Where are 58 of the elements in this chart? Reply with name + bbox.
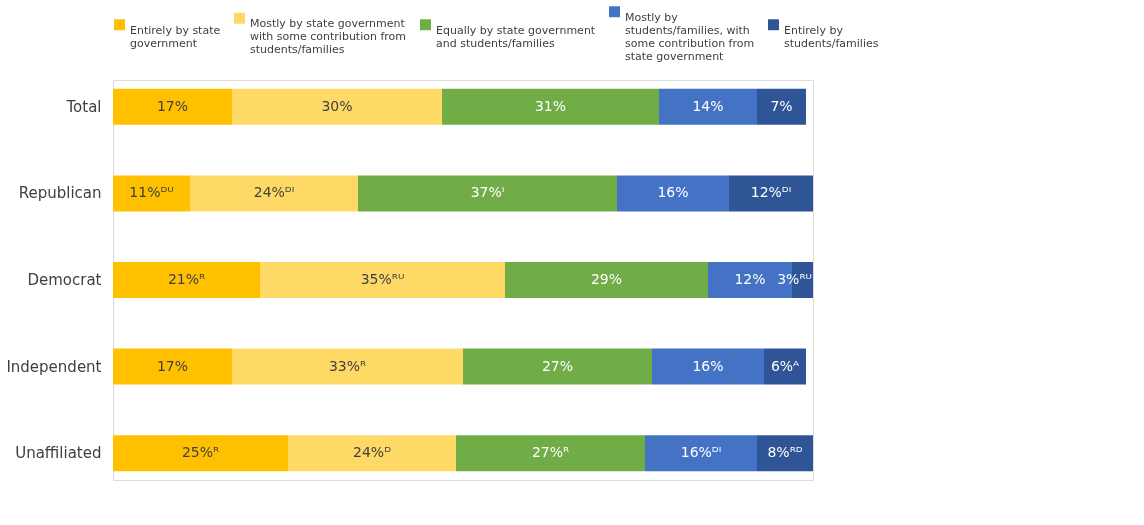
data-label: 30% [321,97,353,114]
bar [113,348,232,385]
legend-label: Mostly by students/families, with some contribution from state government [625,10,755,63]
data-label: 12%ᴰᴵ [750,184,792,201]
bar [288,435,456,472]
bar [113,88,232,125]
data-label: 16%ᴰᴵ [680,444,722,461]
y-tick-label: Independent [6,357,102,376]
bar [757,88,806,125]
bar [764,348,806,385]
legend-label: Mostly by state government with some contribution from students/families [250,17,407,57]
data-label: 35%ᴿᵁ [360,271,405,287]
bar [260,262,505,298]
data-label: 17% [156,97,189,114]
y-tick-label: Total [65,97,102,116]
bar [190,175,358,212]
bar [442,88,659,125]
y-tick-label: Unaffiliated [15,444,102,463]
data-label: 16% [657,184,689,201]
data-label: 37%ᴵ [470,184,505,201]
data-label: 25%ᴿ [181,444,220,461]
legend-label: Equally by state government and students/families [436,23,596,50]
data-label: 16% [692,357,724,374]
bar [113,175,190,212]
bar [659,88,757,125]
bar [232,348,463,385]
legend-label: Entirely by state government [130,23,221,50]
data-label: 17% [156,357,189,374]
data-label: 3%ᴿᵁ [777,271,812,287]
data-label: 7% [770,97,793,114]
bar [652,348,764,385]
data-label: 24%ᴰ [353,444,392,461]
bar [456,435,645,472]
data-label: 33%ᴿ [328,357,367,374]
bar [232,88,442,125]
data-label: 29% [590,271,623,287]
bar [113,262,260,298]
data-label: 27% [541,357,574,374]
data-label: 12% [734,271,766,287]
y-tick-label: Republican [18,184,102,203]
data-label: 8%ᴿᴰ [767,444,803,461]
bar [463,348,652,385]
data-label: 14% [692,97,724,114]
legend-label: Entirely by students/families [784,23,879,50]
bar [757,435,813,472]
bar [113,435,288,472]
bar [645,435,757,472]
bar [505,262,708,298]
y-tick-label: Democrat [27,271,102,289]
data-label: 31% [534,97,567,114]
data-label: 6%ᴬ [770,357,800,374]
bar [729,175,813,212]
data-label: 27%ᴿ [531,444,570,461]
data-label: 21%ᴿ [167,271,206,287]
data-label: 24%ᴰᴵ [253,184,295,201]
bar [617,175,729,212]
bar [358,175,617,212]
data-label: 11%ᴰᵁ [129,184,174,201]
